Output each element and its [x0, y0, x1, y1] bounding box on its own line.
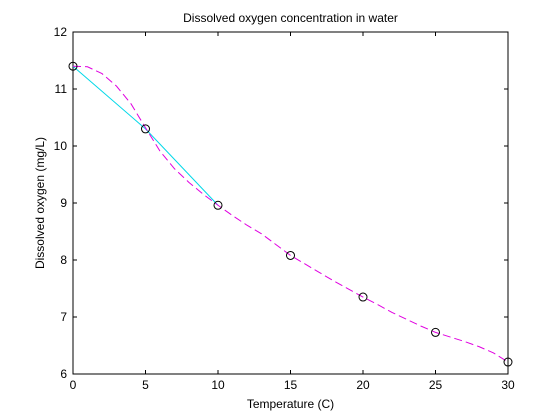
y-axis: 6 7 8 9 10 11 12: [54, 25, 508, 381]
data-point-marker: [503, 357, 513, 367]
x-tick-label: 25: [429, 378, 443, 392]
dashed-fit-line: [72, 65, 509, 363]
data-point-marker: [141, 124, 150, 134]
y-tick-label: 10: [54, 139, 68, 153]
data-point-marker: [68, 61, 78, 71]
x-tick-label: 0: [70, 378, 77, 392]
y-tick-label: 12: [54, 25, 68, 39]
y-tick-label: 9: [60, 196, 67, 210]
y-tick-label: 7: [60, 310, 67, 324]
x-axis: 0 5 10 15 20 25 30: [70, 32, 515, 392]
data-point-marker: [213, 200, 223, 210]
x-tick-label: 30: [501, 378, 515, 392]
data-point-marker: [431, 327, 440, 337]
plot-area: [72, 31, 509, 375]
y-tick-label: 6: [60, 367, 67, 381]
data-point-marker: [358, 292, 368, 302]
chart-title: Dissolved oxygen concentration in water: [183, 11, 398, 25]
solid-fit-line: [72, 65, 219, 206]
y-axis-label: Dissolved oxygen (mg/L): [33, 137, 47, 269]
x-tick-label: 5: [142, 378, 149, 392]
x-tick-label: 10: [211, 378, 225, 392]
x-axis-label: Temperature (C): [247, 397, 334, 411]
y-tick-label: 8: [60, 253, 67, 267]
x-tick-label: 15: [284, 378, 298, 392]
series-layer: [68, 61, 513, 367]
data-point-marker: [286, 250, 295, 260]
x-tick-label: 20: [356, 378, 370, 392]
y-tick-label: 11: [55, 82, 68, 96]
